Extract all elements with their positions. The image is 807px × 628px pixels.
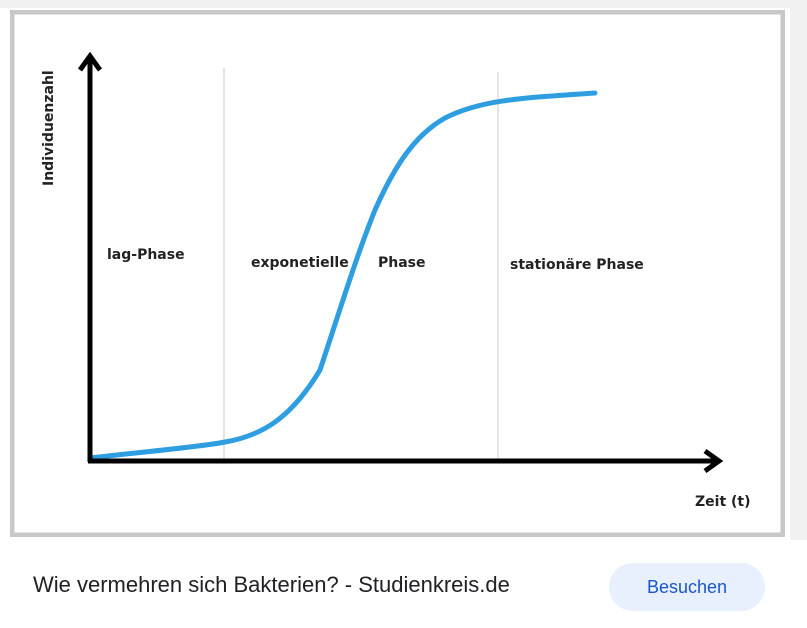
growth-curve — [87, 90, 598, 461]
visit-button[interactable]: Besuchen — [609, 563, 765, 611]
phase-label: Phase — [378, 255, 426, 271]
side-strip — [790, 0, 807, 540]
phase-label: lag-Phase — [107, 247, 185, 263]
x-axis-label: Zeit (t) — [695, 494, 751, 510]
image-border — [10, 10, 785, 537]
top-strip — [0, 0, 807, 8]
y-axis-label: Individuenzahl — [41, 70, 57, 186]
preview-image[interactable]: Individuenzahl Zeit (t) lag-Phase expone… — [10, 10, 785, 537]
caption-title[interactable]: Wie vermehren sich Bakterien? - Studienk… — [33, 572, 510, 597]
x-arrow — [703, 448, 724, 474]
phase-label: stationäre Phase — [510, 257, 644, 273]
y-arrow — [77, 51, 103, 72]
phase-label: exponetielle — [251, 255, 349, 271]
